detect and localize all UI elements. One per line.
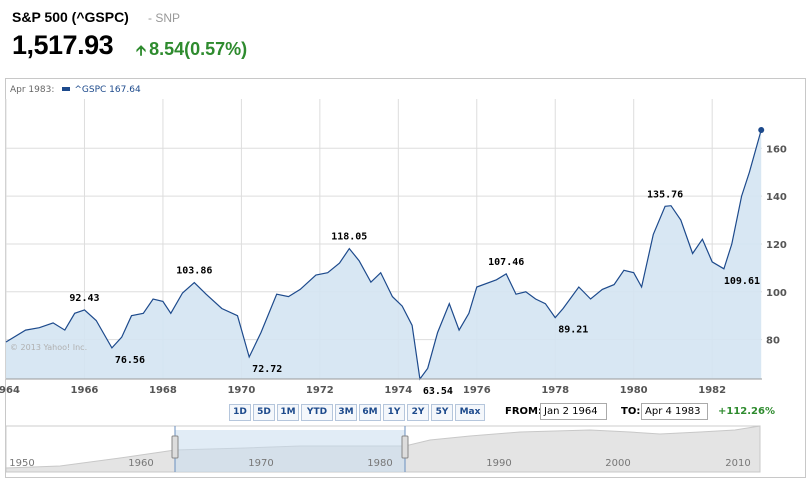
navigator-year-label: 1950 bbox=[9, 458, 34, 469]
current-price: 1,517.93 bbox=[12, 30, 114, 60]
range-button-ytd[interactable]: YTD bbox=[301, 404, 333, 421]
x-tick-label: 1974 bbox=[384, 385, 412, 396]
navigator-year-label: 2010 bbox=[725, 458, 750, 469]
data-label: 109.61 bbox=[724, 276, 760, 287]
navigator-left-handle[interactable] bbox=[171, 435, 179, 459]
data-label: 107.46 bbox=[488, 257, 524, 268]
exchange-label: - SNP bbox=[148, 11, 181, 25]
data-label: 89.21 bbox=[558, 325, 588, 336]
data-label: 63.54 bbox=[423, 386, 453, 397]
x-tick-label: 1972 bbox=[306, 385, 334, 396]
navigator-year-label: 1980 bbox=[367, 458, 392, 469]
y-tick-label: 160 bbox=[766, 144, 787, 155]
price-line bbox=[5, 129, 762, 381]
x-tick-label: 1964 bbox=[0, 385, 20, 396]
y-tick-label: 140 bbox=[766, 192, 787, 203]
legend-swatch bbox=[62, 87, 71, 91]
navigator-year-label: 1990 bbox=[486, 458, 511, 469]
price-area-fill bbox=[6, 130, 762, 379]
range-button-1d[interactable]: 1D bbox=[229, 404, 251, 421]
range-button-5y[interactable]: 5Y bbox=[431, 404, 453, 421]
navigator-selection[interactable] bbox=[175, 430, 405, 472]
range-button-5d[interactable]: 5D bbox=[253, 404, 275, 421]
range-button-1m[interactable]: 1M bbox=[277, 404, 299, 421]
range-button-2y[interactable]: 2Y bbox=[407, 404, 429, 421]
x-tick-label: 1982 bbox=[698, 385, 726, 396]
range-navigator[interactable]: 1950 1960 1970 1980 1990 2000 2010 bbox=[5, 425, 761, 473]
x-tick-label: 1966 bbox=[71, 385, 99, 396]
change-percent: (0.57%) bbox=[184, 39, 248, 59]
to-label: TO: bbox=[621, 406, 641, 417]
y-tick-label: 120 bbox=[766, 240, 787, 251]
from-label: FROM: bbox=[505, 406, 542, 417]
y-tick-label: 100 bbox=[766, 288, 787, 299]
chart-legend: Apr 1983: ^GSPC 167.64 bbox=[10, 85, 141, 95]
data-label: 103.86 bbox=[176, 266, 212, 277]
range-button-3m[interactable]: 3M bbox=[335, 404, 357, 421]
to-date-input[interactable]: Apr 4 1983 bbox=[641, 403, 708, 420]
price-change: 🡩 8.54(0.57%) bbox=[136, 39, 247, 64]
data-label: 92.43 bbox=[69, 293, 99, 304]
x-tick-label: 1980 bbox=[620, 385, 648, 396]
data-label: 72.72 bbox=[252, 364, 282, 375]
data-label: 118.05 bbox=[331, 232, 367, 243]
last-point-marker bbox=[758, 127, 765, 133]
navigator-year-label: 2000 bbox=[605, 458, 630, 469]
up-arrow-icon: 🡩 bbox=[136, 42, 147, 58]
x-tick-label: 1978 bbox=[541, 385, 569, 396]
range-button-max[interactable]: Max bbox=[455, 404, 485, 421]
x-tick-label: 1970 bbox=[227, 385, 255, 396]
range-button-1y[interactable]: 1Y bbox=[383, 404, 405, 421]
change-value: 8.54 bbox=[149, 39, 185, 59]
legend-series-value: ^GSPC 167.64 bbox=[74, 85, 141, 95]
navigator-year-label: 1970 bbox=[248, 458, 273, 469]
range-button-6m[interactable]: 6M bbox=[359, 404, 381, 421]
data-label: 135.76 bbox=[647, 189, 683, 200]
x-tick-label: 1976 bbox=[463, 385, 491, 396]
legend-date: Apr 1983: bbox=[10, 85, 55, 95]
x-tick-label: 1968 bbox=[149, 385, 177, 396]
navigator-right-handle[interactable] bbox=[401, 435, 409, 459]
y-tick-label: 80 bbox=[766, 336, 780, 347]
period-change: +112.26% bbox=[718, 406, 775, 417]
stock-title: S&P 500 (^GSPC) bbox=[12, 9, 129, 25]
navigator-year-label: 1960 bbox=[128, 458, 153, 469]
data-label: 76.56 bbox=[115, 355, 145, 366]
copyright-watermark: © 2013 Yahoo! Inc. bbox=[10, 343, 87, 352]
from-date-input[interactable]: Jan 2 1964 bbox=[540, 403, 607, 420]
